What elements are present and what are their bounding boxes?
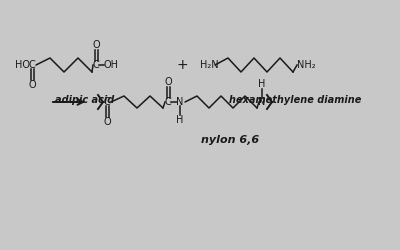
Text: +: + bbox=[176, 58, 188, 72]
Text: adipic acid: adipic acid bbox=[55, 95, 115, 105]
Text: H₂N: H₂N bbox=[200, 60, 219, 70]
Text: C: C bbox=[29, 60, 35, 70]
Text: C: C bbox=[93, 60, 99, 70]
Text: nylon 6,6: nylon 6,6 bbox=[201, 135, 259, 145]
Text: C: C bbox=[165, 97, 171, 107]
Text: O: O bbox=[92, 40, 100, 50]
Text: OH: OH bbox=[104, 60, 119, 70]
Text: NH₂: NH₂ bbox=[297, 60, 316, 70]
Text: O: O bbox=[103, 117, 111, 127]
Text: C: C bbox=[104, 97, 110, 107]
Text: N: N bbox=[258, 97, 266, 107]
Text: N: N bbox=[176, 97, 184, 107]
Text: O: O bbox=[164, 77, 172, 87]
Text: H: H bbox=[258, 79, 266, 89]
Text: hexamethylene diamine: hexamethylene diamine bbox=[229, 95, 361, 105]
Text: H: H bbox=[176, 115, 184, 125]
Text: O: O bbox=[28, 80, 36, 90]
Text: HO: HO bbox=[15, 60, 30, 70]
